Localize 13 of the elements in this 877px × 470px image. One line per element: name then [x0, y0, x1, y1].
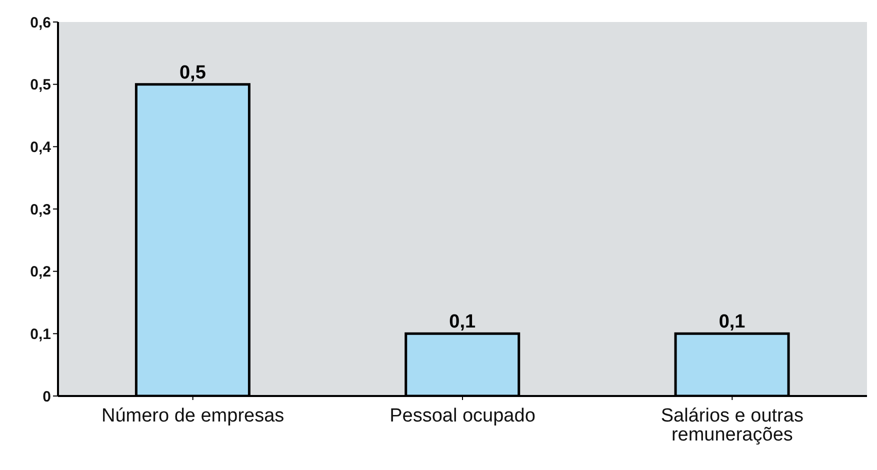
data-label: 0,1 — [449, 312, 476, 333]
x-tick-label: Pessoal ocupado — [390, 405, 536, 426]
data-label: 0,5 — [179, 62, 206, 84]
y-tick-label: 0,5 — [30, 76, 51, 94]
y-tick-label: 0,6 — [30, 14, 51, 32]
x-tick-label: Salários e outras remunerações — [660, 405, 804, 446]
y-tick-label: 0,1 — [30, 326, 51, 343]
x-tick-label: Número de empresas — [101, 405, 284, 426]
y-tick-label: 0,2 — [30, 264, 51, 281]
y-tick-label: 0,3 — [30, 201, 51, 218]
y-tick-label: 0 — [42, 388, 51, 406]
data-label: 0,1 — [718, 312, 746, 333]
y-tick-label: 0,4 — [30, 138, 52, 156]
